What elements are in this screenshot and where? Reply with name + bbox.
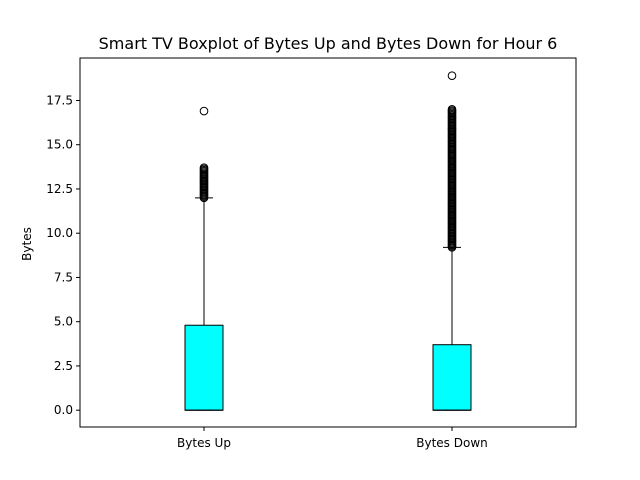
y-tick-label: 7.5	[54, 270, 73, 284]
outlier-point	[199, 163, 209, 173]
y-axis-ticks: 0.0 2.5 5.0 7.5 10.0 12.5 15.0 17.5	[46, 93, 80, 417]
box-iqr	[184, 324, 224, 411]
y-tick-label: 0.0	[54, 403, 73, 417]
y-tick-label: 12.5	[46, 182, 73, 196]
y-tick-label: 5.0	[54, 315, 73, 329]
y-axis-label: Bytes	[20, 227, 34, 261]
y-tick-label: 2.5	[54, 359, 73, 373]
box-group	[184, 71, 472, 411]
outlier-point	[199, 106, 209, 116]
y-tick-label: 10.0	[46, 226, 73, 240]
box-bytes-up	[184, 106, 224, 411]
chart-title: Smart TV Boxplot of Bytes Up and Bytes D…	[99, 34, 558, 53]
outlier-point	[447, 105, 457, 114]
x-tick-label: Bytes Down	[416, 436, 488, 450]
x-axis-ticks: Bytes Up Bytes Down	[177, 427, 488, 450]
outlier-point	[447, 71, 457, 80]
y-tick-label: 15.0	[46, 138, 73, 152]
y-tick-label: 17.5	[46, 93, 73, 107]
box-iqr	[432, 344, 472, 411]
x-tick-label: Bytes Up	[177, 436, 231, 450]
plot-area-frame	[79, 57, 577, 428]
box-bytes-down	[432, 71, 472, 411]
